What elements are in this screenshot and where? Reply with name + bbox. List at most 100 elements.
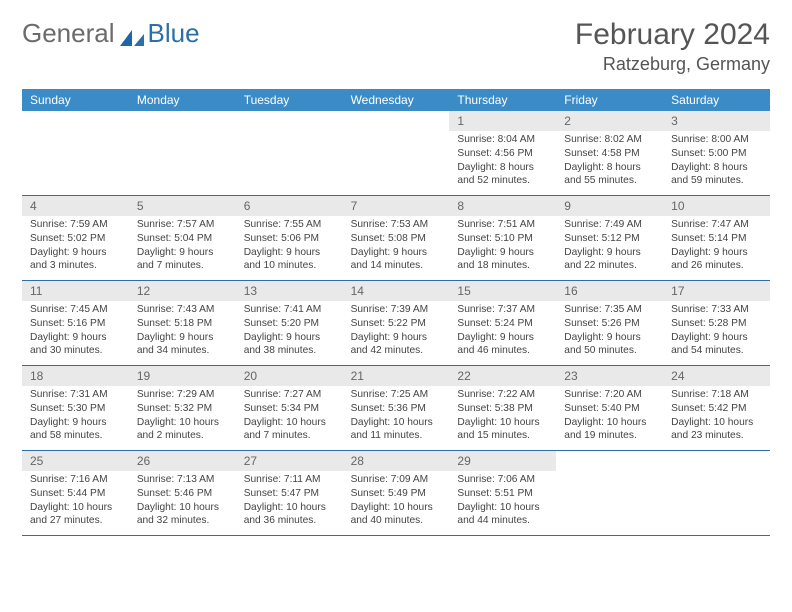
sunrise-text: Sunrise: 7:18 AM <box>671 388 762 402</box>
sunrise-text: Sunrise: 7:37 AM <box>457 303 548 317</box>
calendar-day: 23Sunrise: 7:20 AMSunset: 5:40 PMDayligh… <box>556 366 663 450</box>
daylight-line1: Daylight: 9 hours <box>244 246 335 260</box>
day-number: 7 <box>343 196 450 216</box>
calendar-day: 9Sunrise: 7:49 AMSunset: 5:12 PMDaylight… <box>556 196 663 280</box>
calendar-day: 18Sunrise: 7:31 AMSunset: 5:30 PMDayligh… <box>22 366 129 450</box>
daylight-line1: Daylight: 10 hours <box>564 416 655 430</box>
calendar-day: 4Sunrise: 7:59 AMSunset: 5:02 PMDaylight… <box>22 196 129 280</box>
sunrise-text: Sunrise: 7:53 AM <box>351 218 442 232</box>
day-number: 5 <box>129 196 236 216</box>
sunrise-text: Sunrise: 7:49 AM <box>564 218 655 232</box>
sunset-text: Sunset: 5:46 PM <box>137 487 228 501</box>
calendar-day <box>343 111 450 195</box>
day-details: Sunrise: 7:22 AMSunset: 5:38 PMDaylight:… <box>449 386 556 449</box>
calendar-week: 18Sunrise: 7:31 AMSunset: 5:30 PMDayligh… <box>22 366 770 451</box>
daylight-line1: Daylight: 9 hours <box>564 331 655 345</box>
daylight-line2: and 58 minutes. <box>30 429 121 443</box>
daylight-line2: and 27 minutes. <box>30 514 121 528</box>
calendar-day: 27Sunrise: 7:11 AMSunset: 5:47 PMDayligh… <box>236 451 343 535</box>
sunset-text: Sunset: 5:49 PM <box>351 487 442 501</box>
daylight-line1: Daylight: 10 hours <box>244 416 335 430</box>
calendar-day <box>663 451 770 535</box>
calendar-day: 21Sunrise: 7:25 AMSunset: 5:36 PMDayligh… <box>343 366 450 450</box>
day-details: Sunrise: 7:25 AMSunset: 5:36 PMDaylight:… <box>343 386 450 449</box>
day-number: 29 <box>449 451 556 471</box>
header-monday: Monday <box>129 89 236 111</box>
daylight-line2: and 10 minutes. <box>244 259 335 273</box>
day-number: 20 <box>236 366 343 386</box>
day-details: Sunrise: 7:35 AMSunset: 5:26 PMDaylight:… <box>556 301 663 364</box>
calendar-week: 11Sunrise: 7:45 AMSunset: 5:16 PMDayligh… <box>22 281 770 366</box>
day-number: 11 <box>22 281 129 301</box>
daylight-line1: Daylight: 8 hours <box>671 161 762 175</box>
daylight-line2: and 23 minutes. <box>671 429 762 443</box>
calendar-day: 25Sunrise: 7:16 AMSunset: 5:44 PMDayligh… <box>22 451 129 535</box>
daylight-line1: Daylight: 8 hours <box>564 161 655 175</box>
sunset-text: Sunset: 5:38 PM <box>457 402 548 416</box>
calendar-day: 1Sunrise: 8:04 AMSunset: 4:56 PMDaylight… <box>449 111 556 195</box>
header-friday: Friday <box>556 89 663 111</box>
calendar-day: 19Sunrise: 7:29 AMSunset: 5:32 PMDayligh… <box>129 366 236 450</box>
day-details <box>129 115 236 123</box>
sunrise-text: Sunrise: 7:31 AM <box>30 388 121 402</box>
sunrise-text: Sunrise: 7:22 AM <box>457 388 548 402</box>
logo-text-general: General <box>22 18 115 49</box>
logo-text-blue: Blue <box>148 18 200 49</box>
sunset-text: Sunset: 5:02 PM <box>30 232 121 246</box>
sunrise-text: Sunrise: 7:35 AM <box>564 303 655 317</box>
calendar-day: 28Sunrise: 7:09 AMSunset: 5:49 PMDayligh… <box>343 451 450 535</box>
sunset-text: Sunset: 5:10 PM <box>457 232 548 246</box>
sunrise-text: Sunrise: 7:16 AM <box>30 473 121 487</box>
daylight-line1: Daylight: 8 hours <box>457 161 548 175</box>
sunset-text: Sunset: 5:00 PM <box>671 147 762 161</box>
daylight-line1: Daylight: 9 hours <box>244 331 335 345</box>
header-wednesday: Wednesday <box>343 89 450 111</box>
day-details: Sunrise: 8:04 AMSunset: 4:56 PMDaylight:… <box>449 131 556 194</box>
calendar-day: 13Sunrise: 7:41 AMSunset: 5:20 PMDayligh… <box>236 281 343 365</box>
sunset-text: Sunset: 5:34 PM <box>244 402 335 416</box>
daylight-line1: Daylight: 9 hours <box>137 246 228 260</box>
sunset-text: Sunset: 5:22 PM <box>351 317 442 331</box>
day-number: 26 <box>129 451 236 471</box>
day-details: Sunrise: 7:43 AMSunset: 5:18 PMDaylight:… <box>129 301 236 364</box>
daylight-line2: and 34 minutes. <box>137 344 228 358</box>
daylight-line1: Daylight: 9 hours <box>351 331 442 345</box>
sunset-text: Sunset: 5:24 PM <box>457 317 548 331</box>
sunrise-text: Sunrise: 7:29 AM <box>137 388 228 402</box>
sunset-text: Sunset: 5:47 PM <box>244 487 335 501</box>
daylight-line1: Daylight: 10 hours <box>30 501 121 515</box>
daylight-line1: Daylight: 10 hours <box>351 416 442 430</box>
day-number: 23 <box>556 366 663 386</box>
sunrise-text: Sunrise: 7:45 AM <box>30 303 121 317</box>
daylight-line1: Daylight: 9 hours <box>30 416 121 430</box>
calendar-day: 3Sunrise: 8:00 AMSunset: 5:00 PMDaylight… <box>663 111 770 195</box>
day-details <box>343 115 450 123</box>
calendar-day: 6Sunrise: 7:55 AMSunset: 5:06 PMDaylight… <box>236 196 343 280</box>
day-details: Sunrise: 8:02 AMSunset: 4:58 PMDaylight:… <box>556 131 663 194</box>
day-details: Sunrise: 7:18 AMSunset: 5:42 PMDaylight:… <box>663 386 770 449</box>
daylight-line2: and 50 minutes. <box>564 344 655 358</box>
calendar-day: 26Sunrise: 7:13 AMSunset: 5:46 PMDayligh… <box>129 451 236 535</box>
header-tuesday: Tuesday <box>236 89 343 111</box>
day-details: Sunrise: 7:59 AMSunset: 5:02 PMDaylight:… <box>22 216 129 279</box>
location-label: Ratzeburg, Germany <box>575 54 770 75</box>
sunrise-text: Sunrise: 7:33 AM <box>671 303 762 317</box>
day-number: 17 <box>663 281 770 301</box>
calendar-day: 20Sunrise: 7:27 AMSunset: 5:34 PMDayligh… <box>236 366 343 450</box>
day-details: Sunrise: 7:29 AMSunset: 5:32 PMDaylight:… <box>129 386 236 449</box>
day-details <box>556 455 663 463</box>
day-number: 4 <box>22 196 129 216</box>
calendar-day <box>22 111 129 195</box>
calendar-day: 2Sunrise: 8:02 AMSunset: 4:58 PMDaylight… <box>556 111 663 195</box>
daylight-line1: Daylight: 9 hours <box>457 246 548 260</box>
day-number: 2 <box>556 111 663 131</box>
sunset-text: Sunset: 5:06 PM <box>244 232 335 246</box>
day-details: Sunrise: 7:53 AMSunset: 5:08 PMDaylight:… <box>343 216 450 279</box>
daylight-line1: Daylight: 9 hours <box>30 246 121 260</box>
day-number: 8 <box>449 196 556 216</box>
day-details: Sunrise: 7:16 AMSunset: 5:44 PMDaylight:… <box>22 471 129 534</box>
calendar-day: 16Sunrise: 7:35 AMSunset: 5:26 PMDayligh… <box>556 281 663 365</box>
day-number: 19 <box>129 366 236 386</box>
daylight-line2: and 7 minutes. <box>137 259 228 273</box>
daylight-line1: Daylight: 9 hours <box>30 331 121 345</box>
